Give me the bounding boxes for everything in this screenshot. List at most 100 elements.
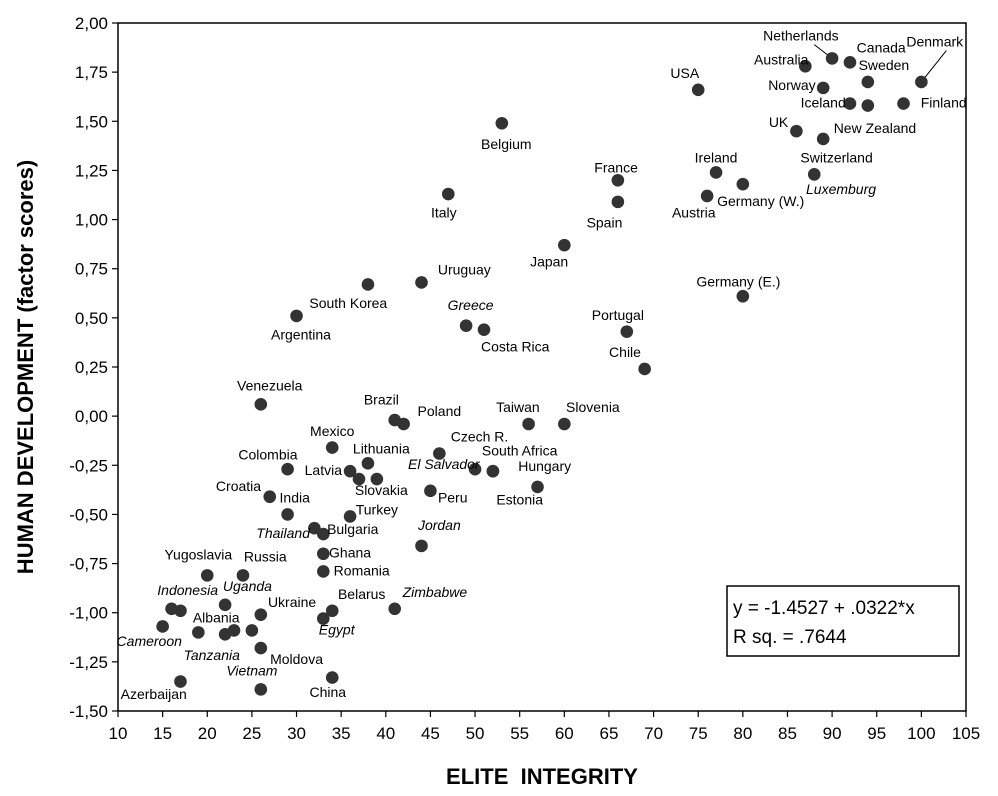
x-tick-label: 35: [332, 724, 351, 743]
point-label: Portugal: [592, 307, 644, 323]
scatter-point: [317, 612, 330, 625]
point-labels: Denmark Netherlands Canada Australia Sweden N…: [117, 28, 967, 703]
scatter-point: [522, 417, 535, 431]
point-label: Albania: [193, 610, 240, 626]
scatter-point: [218, 598, 232, 612]
data-points: [156, 52, 928, 696]
scatter-point: [736, 177, 750, 191]
point-label: Latvia: [305, 462, 343, 478]
point-label: New Zealand: [834, 120, 917, 136]
point-label: Ukraine: [268, 594, 316, 610]
scatter-point: [325, 671, 339, 684]
point-label: Cameroon: [117, 633, 183, 649]
y-tick-label: 2,00: [75, 14, 108, 33]
scatter-point: [433, 447, 446, 460]
scatter-point: [227, 624, 241, 637]
point-label: Netherlands: [763, 28, 839, 44]
point-label: Slovenia: [566, 399, 620, 415]
x-tick-label: 40: [376, 724, 395, 743]
scatter-point: [558, 238, 571, 252]
scatter-point: [558, 417, 571, 431]
x-tick-label: 85: [778, 724, 797, 743]
x-tick-label: 95: [867, 724, 886, 743]
scatter-point: [700, 189, 714, 203]
point-label: Estonia: [496, 492, 543, 508]
point-label: Yugoslavia: [164, 547, 232, 563]
scatter-point: [343, 464, 357, 478]
x-tick-label: 100: [907, 724, 935, 743]
point-label: Tanzania: [184, 647, 241, 663]
point-label: Colombia: [238, 446, 297, 462]
point-label: Canada: [857, 39, 906, 55]
point-label: Moldova: [270, 651, 323, 667]
scatter-point: [915, 75, 928, 89]
scatter-point: [424, 484, 437, 498]
point-label: Brazil: [364, 391, 399, 407]
x-tick-label: 30: [287, 724, 306, 743]
scatter-point: [290, 309, 303, 323]
scatter-point: [325, 604, 339, 618]
regression-r-squared: R sq. = .7644: [733, 627, 847, 648]
scatter-point: [281, 508, 294, 521]
scatter-point: [477, 323, 491, 336]
y-axis-title: HUMAN DEVELOPMENT (factor scores): [13, 160, 38, 574]
point-label: Norway: [768, 77, 815, 93]
y-axis: 2,00 1,75 1,50 1,25 1,00 0,75 0,50 0,25 0,00 -0,2…: [69, 14, 118, 721]
point-label: Turkey: [356, 501, 398, 517]
point-label: Ghana: [329, 545, 371, 561]
scatter-point: [325, 441, 339, 454]
y-tick-label: 1,75: [75, 63, 108, 82]
scatter-point: [254, 641, 268, 655]
point-label: UK: [769, 114, 789, 130]
scatter-point: [816, 81, 830, 95]
point-label: Spain: [587, 214, 623, 230]
x-tick-label: 90: [823, 724, 842, 743]
scatter-point: [495, 116, 509, 130]
scatter-point: [486, 464, 500, 478]
point-label: Japan: [530, 254, 568, 270]
point-label: Finland: [921, 95, 967, 111]
scatter-point: [174, 675, 187, 688]
point-label: Greece: [448, 297, 494, 313]
x-tick-label: 50: [466, 724, 485, 743]
scatter-point: [343, 510, 357, 523]
point-label: India: [280, 490, 311, 506]
point-label: Czech R.: [451, 429, 509, 445]
y-tick-label: 0,00: [75, 407, 108, 426]
point-label: Belarus: [338, 586, 385, 602]
scatter-point: [843, 56, 857, 69]
regression-box-frame: [726, 585, 960, 657]
scatter-point: [415, 276, 428, 289]
point-label: USA: [670, 65, 699, 81]
scatter-point: [531, 480, 544, 494]
y-tick-label: -0,25: [69, 456, 108, 475]
point-label: Jordan: [417, 517, 461, 533]
scatter-point: [415, 539, 428, 553]
x-tick-label: 80: [733, 724, 752, 743]
point-label: Zimbabwe: [402, 584, 468, 600]
scatter-point: [620, 325, 634, 338]
y-tick-label: 1,00: [75, 211, 108, 230]
scatter-point: [370, 472, 384, 486]
scatter-point: [468, 462, 482, 476]
scatter-point: [397, 417, 410, 431]
scatter-point: [611, 195, 625, 209]
x-tick-label: 25: [242, 724, 261, 743]
scatter-point: [352, 472, 366, 486]
y-tick-label: 0,75: [75, 260, 108, 279]
scatter-point: [638, 362, 651, 376]
point-label: Azerbaijan: [121, 686, 187, 702]
point-label: Chile: [609, 344, 641, 360]
point-label: South Korea: [309, 295, 387, 311]
scatter-point: [861, 99, 875, 112]
point-label: Thailand: [256, 525, 311, 541]
x-tick-label: 70: [644, 724, 663, 743]
point-label: Germany (E.): [696, 273, 780, 289]
point-label: Ireland: [695, 150, 738, 166]
x-tick-label: 105: [952, 724, 980, 743]
point-label: Hungary: [518, 458, 571, 474]
point-label: Switzerland: [800, 150, 872, 166]
scatter-point: [691, 83, 705, 97]
point-label: Argentina: [271, 326, 331, 342]
scatter-point: [388, 602, 402, 616]
